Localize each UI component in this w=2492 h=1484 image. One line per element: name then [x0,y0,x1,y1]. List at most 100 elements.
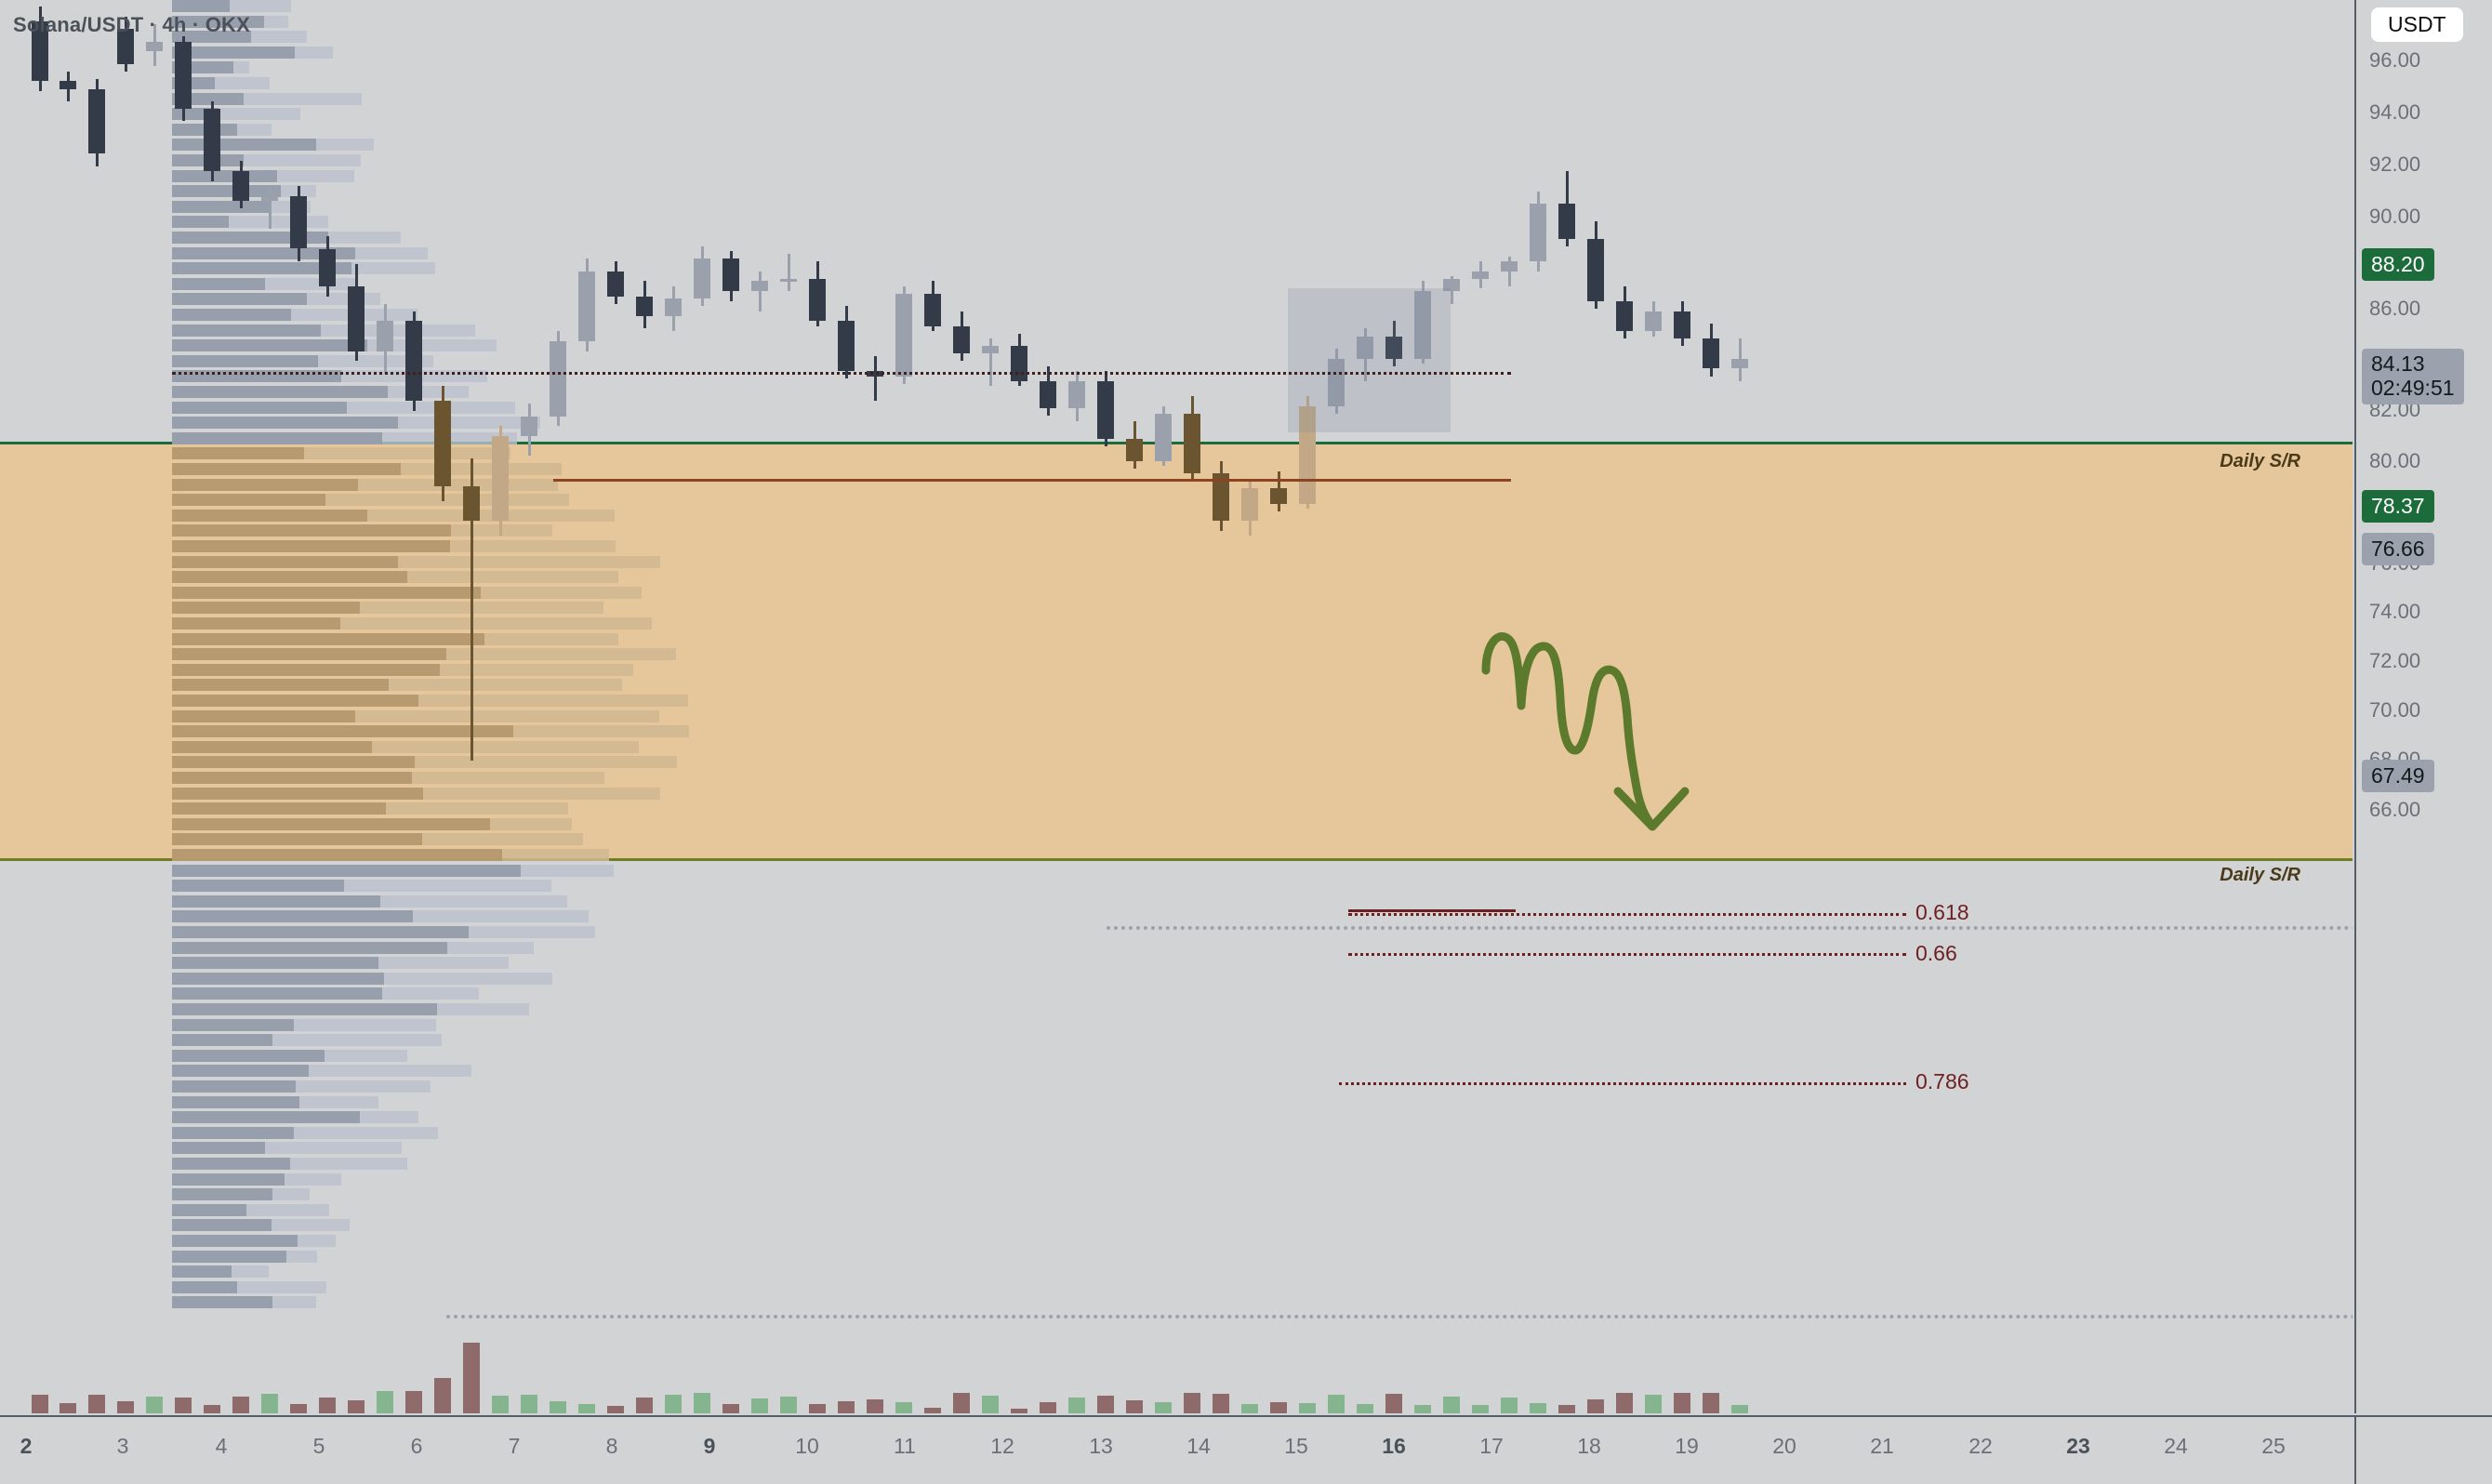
candle-body[interactable] [261,196,278,202]
candle-body[interactable] [1645,311,1662,332]
volume-profile-up [172,632,485,645]
candle-body[interactable] [88,88,105,154]
gray-dotted-low-line[interactable] [446,1315,2353,1318]
volume-profile-row [172,1049,407,1062]
candle-body[interactable] [895,293,912,377]
candle-body[interactable] [60,81,76,89]
resistance-line[interactable] [0,442,2353,444]
support-price-badge[interactable]: 78.37 [2362,490,2434,523]
candle-body[interactable] [1097,380,1114,439]
fib-0618-line[interactable] [1348,913,1906,916]
price-tick: 70.00 [2369,698,2421,722]
candle-body[interactable] [1385,336,1402,359]
candle-body[interactable] [377,321,393,351]
highlight-rectangle[interactable] [1288,288,1451,432]
fib-0786-line[interactable] [1339,1082,1906,1085]
candle-body[interactable] [32,21,48,82]
candle-body[interactable] [1558,204,1575,239]
candle-wick [787,253,790,292]
gray-dotted-level-line[interactable] [1107,926,2353,930]
volume-profile-row [172,833,583,846]
candle-body[interactable] [146,41,163,52]
candle-body[interactable] [924,293,941,326]
candle-body[interactable] [1011,346,1027,381]
low-price-badge[interactable]: 67.49 [2362,760,2434,792]
candle-body[interactable] [1587,238,1604,301]
candle-body[interactable] [232,171,249,202]
candle-body[interactable] [1530,204,1546,261]
candle-body[interactable] [1328,358,1345,406]
candle-body[interactable] [694,258,710,299]
candle-body[interactable] [838,321,855,372]
candle-body[interactable] [550,340,566,417]
chart-title-legend[interactable]: Solana/USDT · 4h · OKX [13,13,250,36]
candle-body[interactable] [204,109,220,172]
candle-body[interactable] [492,436,509,522]
resistance-price-badge[interactable]: 88.20 [2362,248,2434,281]
candle-body[interactable] [1703,338,1719,369]
volume-profile-row [172,632,619,645]
candle-body[interactable] [1155,413,1172,461]
candle-body[interactable] [780,278,797,282]
candle-body[interactable] [1068,380,1085,409]
candle-body[interactable] [607,271,624,297]
candle-body[interactable] [434,401,451,486]
candle-body[interactable] [1501,260,1518,272]
volume-bar-series[interactable] [0,1339,2353,1413]
candle-body[interactable] [1241,488,1258,522]
candle-body[interactable] [953,325,970,354]
time-tick: 24 [2164,1434,2188,1458]
candle-body[interactable] [636,296,653,317]
candle-body[interactable] [1674,311,1690,339]
candle-body[interactable] [1472,271,1489,279]
candle-body[interactable] [463,485,480,522]
candle-body[interactable] [405,321,422,402]
candle-body[interactable] [1040,380,1056,409]
time-scale[interactable]: 2 3 4 5 6 7 8 9 10 11 12 13 14 15 16 17 18 19 20 21 22 23 24 25 [0,1415,2354,1484]
volume-profile-row [172,478,559,491]
candle-body[interactable] [1357,336,1373,359]
candle-body[interactable] [175,41,192,110]
candle-body[interactable] [117,29,134,64]
volume-bar [1414,1404,1431,1413]
price-scale[interactable]: USDT 96.0094.0092.0090.0088.0086.0084.00… [2354,0,2492,1413]
zone-label-top: Daily S/R [2220,451,2300,471]
fib-066-line[interactable] [1348,953,1906,956]
currency-chip[interactable]: USDT [2371,7,2463,42]
candle-body[interactable] [809,278,826,322]
candle-body[interactable] [1213,473,1229,522]
candle-body[interactable] [1616,300,1633,332]
volume-bar [521,1395,537,1413]
volume-profile-row [172,1235,337,1247]
candle-body[interactable] [578,271,595,341]
last-price-badge[interactable]: 84.13 02:49:51 [2362,349,2464,404]
candle-body[interactable] [982,346,999,354]
candle-body[interactable] [1184,413,1200,474]
candle-body[interactable] [1443,278,1460,292]
candle-body[interactable] [722,258,739,292]
volume-bar [1126,1400,1143,1413]
volume-profile-row [172,1265,269,1279]
candle-body[interactable] [1270,488,1287,504]
volume-pane[interactable] [0,1339,2353,1413]
fib-618-price-badge[interactable]: 76.66 [2362,533,2434,565]
candle-body[interactable] [290,196,307,249]
candle-body[interactable] [521,416,537,436]
candle-body[interactable] [348,285,365,351]
price-chart-pane[interactable]: Daily S/R Daily S/R 0.618 0.66 0.786 Sol… [0,0,2353,1393]
volume-profile[interactable] [0,0,690,1339]
candle-body[interactable] [1414,291,1431,359]
candle-body[interactable] [1731,358,1748,369]
support-line[interactable] [0,858,2353,861]
volume-bar [1674,1393,1690,1413]
candle-body[interactable] [319,248,336,286]
candle-body[interactable] [751,281,768,292]
brown-level-line[interactable] [553,479,1511,482]
downward-zigzag-arrow-icon[interactable] [1478,609,1720,832]
candle-body[interactable] [1126,438,1143,461]
dotted-level-line-90[interactable] [172,372,1511,375]
fib-0618-solid-segment[interactable] [1348,909,1516,912]
candle-body[interactable] [665,298,682,317]
candlestick-series[interactable] [0,0,2353,1339]
volume-profile-row [172,894,568,908]
